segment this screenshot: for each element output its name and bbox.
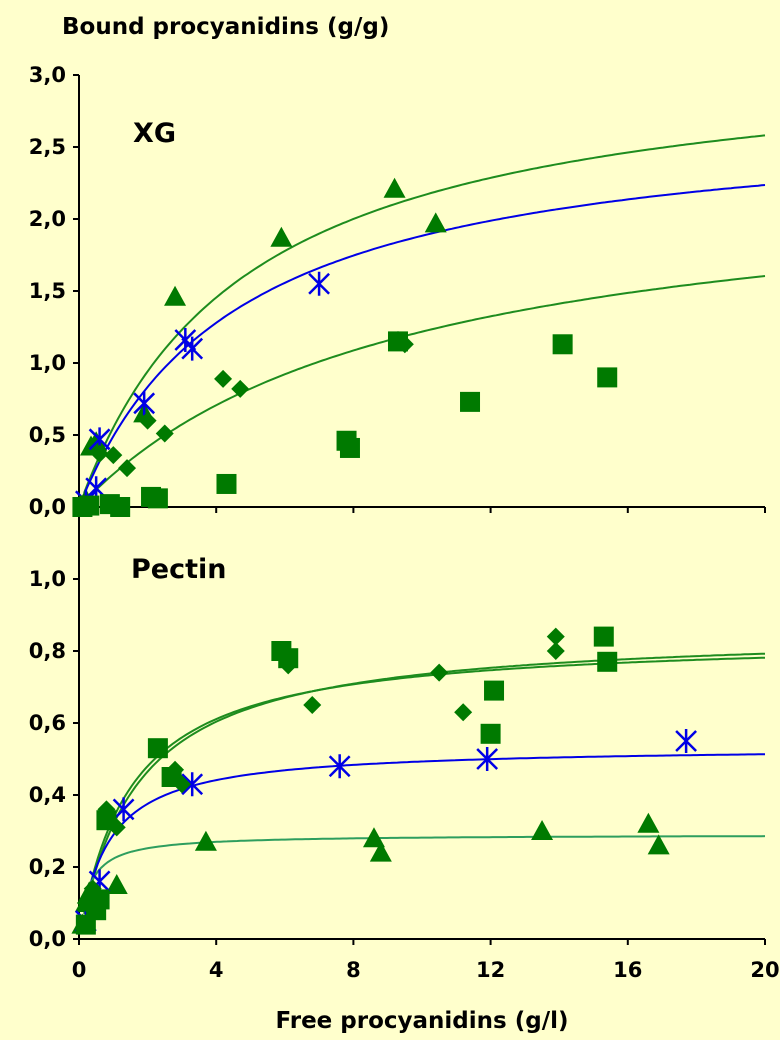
fit-curve-1-0 (83, 652, 766, 915)
y-tick-label: 1,0 (29, 351, 66, 375)
y-tick-label: 0,0 (29, 495, 66, 519)
asterisk-point (476, 747, 499, 771)
triangle-point (362, 827, 385, 848)
asterisk-point (181, 772, 204, 797)
diamond-point (546, 627, 565, 646)
panel-label-pectin: Pectin (131, 554, 227, 585)
triangle-point (647, 834, 670, 855)
square-point (161, 767, 182, 787)
y-axis-title: Bound procyanidins (g/g) (62, 14, 389, 40)
y-tick-label: 0,8 (29, 639, 66, 663)
y-tick-label: 1,5 (29, 279, 66, 303)
asterisk-point (675, 729, 697, 753)
fit-curve-1-2 (83, 753, 765, 911)
triangle-point (424, 212, 447, 233)
fit-curve-1-1 (83, 656, 766, 912)
fit-curve-0-0 (83, 134, 766, 494)
y-tick-label: 1,0 (29, 567, 66, 591)
x-axis-title: Free procyanidins (g/l) (276, 1008, 569, 1034)
asterisk-point (133, 391, 156, 416)
diamond-point (138, 411, 157, 430)
diamond-point (430, 663, 449, 682)
y-tick-label: 0,6 (29, 711, 66, 735)
triangle-point (383, 177, 406, 198)
triangle-point (164, 285, 187, 306)
square-point (597, 651, 618, 672)
x-tick-label: 20 (750, 958, 779, 982)
diamond-point (231, 379, 250, 398)
square-point (480, 723, 501, 744)
triangle-point (194, 830, 217, 851)
x-tick-label: 8 (346, 958, 361, 982)
square-point (147, 488, 168, 509)
diamond-point (454, 703, 473, 722)
asterisk-point (328, 754, 351, 779)
panel-label-xg: XG (133, 118, 176, 149)
square-point (216, 473, 237, 494)
y-tick-label: 3,0 (29, 63, 66, 87)
square-point (110, 497, 131, 517)
square-point (278, 648, 299, 669)
diamond-point (546, 642, 565, 660)
square-point (89, 889, 110, 910)
fit-curve-0-1 (83, 184, 766, 495)
square-point (79, 495, 100, 516)
square-point (552, 334, 573, 355)
fit-curve-1-3 (83, 835, 766, 905)
axes-layer: Bound procyanidins (g/g) Free procyanidi… (29, 14, 780, 1034)
square-point (147, 738, 168, 759)
y-tick-label: 0,4 (29, 783, 66, 807)
triangle-point (637, 812, 660, 833)
diamond-point (303, 696, 322, 714)
diamond-point (104, 446, 123, 465)
square-point (460, 391, 481, 412)
square-point (593, 626, 614, 647)
square-point (96, 810, 117, 831)
x-tick-label: 4 (209, 958, 224, 982)
square-point (597, 367, 618, 388)
diamond-point (214, 369, 233, 388)
y-tick-label: 2,0 (29, 207, 66, 231)
asterisk-point (308, 271, 330, 296)
triangle-point (369, 841, 392, 862)
x-tick-label: 16 (613, 958, 642, 982)
triangle-point (270, 226, 293, 247)
x-tick-label: 12 (476, 958, 505, 982)
asterisk-point (181, 336, 204, 361)
diamond-point (155, 424, 174, 443)
y-tick-label: 2,5 (29, 135, 66, 159)
x-tick-label: 0 (72, 958, 87, 982)
diamond-point (90, 444, 109, 463)
plot-layer (71, 134, 766, 935)
triangle-point (105, 874, 128, 894)
y-tick-label: 0,2 (29, 855, 66, 879)
diamond-point (118, 459, 137, 478)
square-point (387, 331, 408, 352)
y-tick-label: 0,0 (29, 927, 66, 951)
fit-curve-0-2 (83, 275, 766, 503)
y-tick-label: 0,5 (29, 423, 66, 447)
square-point (339, 437, 360, 458)
asterisk-point (112, 797, 135, 822)
triangle-point (531, 820, 554, 840)
square-point (484, 680, 505, 701)
